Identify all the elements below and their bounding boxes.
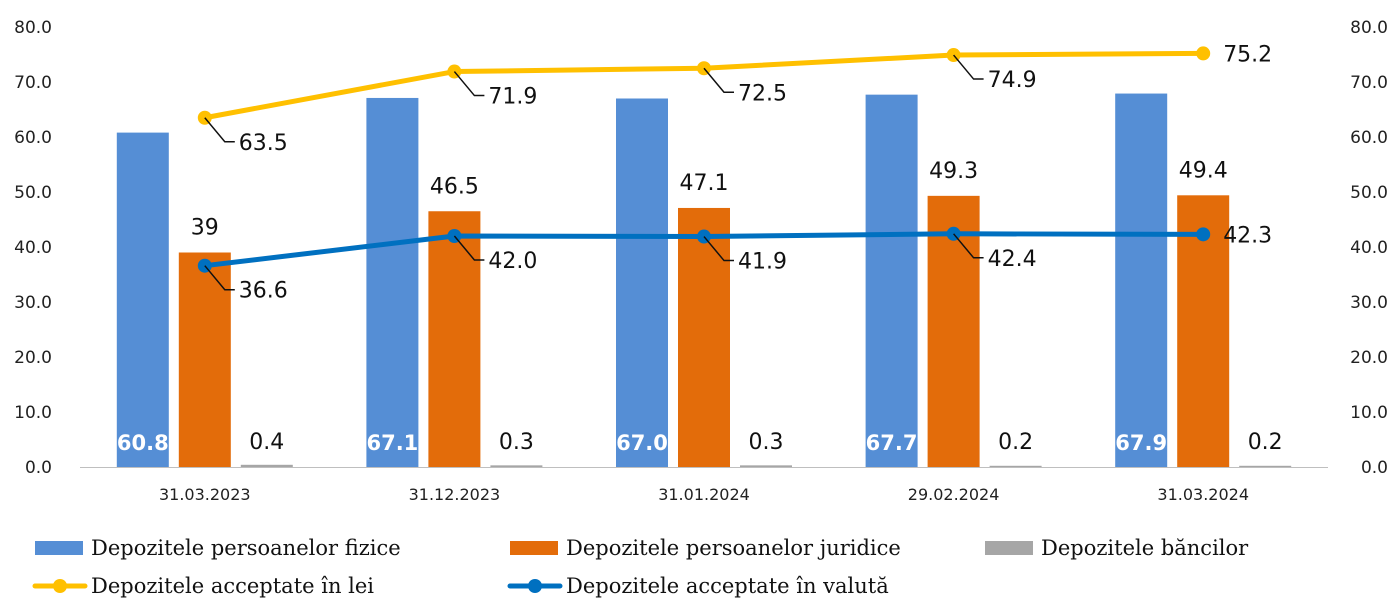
y-tick-label: 70.0 — [14, 73, 52, 93]
y-tick-label: 20.0 — [14, 348, 52, 368]
line-data-label: 72.5 — [738, 81, 787, 106]
bar — [865, 94, 918, 468]
leader-line — [953, 233, 984, 259]
y2-tick-label: 80.0 — [1350, 18, 1388, 38]
legend-label: Depozitele persoanelor fizice — [91, 536, 401, 560]
leader-line — [204, 265, 235, 291]
bar — [1239, 465, 1292, 467]
bars — [116, 93, 1292, 468]
bar-data-label: 0.4 — [249, 430, 284, 455]
bar-data-label: 67.9 — [1115, 431, 1167, 455]
y-tick-label: 40.0 — [14, 238, 52, 258]
legend-label: Depozitele acceptate în valută — [566, 574, 889, 598]
bar-data-label: 46.5 — [430, 174, 479, 199]
bar-data-label: 60.8 — [117, 431, 169, 455]
bar — [616, 98, 668, 467]
line-data-label: 42.3 — [1223, 223, 1272, 248]
legend-swatch — [35, 541, 83, 555]
data-labels: 60.8 67.1 67.0 67.7 67.9 39 46.5 47.1 49.3 49.4 0.… — [117, 42, 1283, 455]
bar-data-label: 0.2 — [998, 430, 1033, 455]
y-tick-label: 10.0 — [14, 403, 52, 423]
line-data-label: 42.0 — [488, 249, 537, 274]
line-data-label: 71.9 — [488, 85, 537, 110]
bar-data-label: 0.2 — [1248, 430, 1283, 455]
y2-tick-label: 30.0 — [1350, 293, 1388, 313]
axes: 0.0 10.0 20.0 30.0 40.0 50.0 60.0 70.0 80.0 0.0 10… — [14, 18, 1388, 504]
bar-data-label: 49.4 — [1179, 158, 1228, 183]
leader-line — [453, 71, 485, 97]
leader-line — [453, 235, 485, 261]
bar — [989, 465, 1042, 467]
y-tick-label: 50.0 — [14, 183, 52, 203]
bar — [116, 132, 169, 467]
line-data-label: 74.9 — [988, 68, 1037, 93]
x-tick-label: 31.01.2024 — [658, 485, 750, 504]
lines — [197, 46, 1211, 273]
leader-line — [703, 67, 734, 93]
bar — [178, 252, 231, 467]
line-data-label: 36.6 — [239, 279, 288, 304]
line-point — [1196, 46, 1211, 61]
bar-data-label: 0.3 — [749, 430, 784, 455]
y2-tick-label: 40.0 — [1350, 238, 1388, 258]
line-point — [1196, 227, 1211, 242]
bar-data-label: 67.7 — [866, 431, 918, 455]
bar — [428, 211, 481, 467]
y2-tick-label: 60.0 — [1350, 128, 1388, 148]
leader-line — [703, 236, 734, 262]
line-data-label: 63.5 — [239, 131, 288, 156]
bar — [240, 464, 293, 467]
legend-marker — [528, 579, 542, 593]
y-tick-label: 60.0 — [14, 128, 52, 148]
x-tick-label: 31.12.2023 — [409, 485, 501, 504]
bar-data-label: 0.3 — [499, 430, 534, 455]
bar-data-label: 67.0 — [616, 431, 668, 455]
bar-data-label: 47.1 — [680, 171, 729, 196]
legend-swatch — [510, 541, 558, 555]
line-data-label: 75.2 — [1223, 42, 1272, 67]
legend-marker — [53, 579, 67, 593]
y2-tick-label: 20.0 — [1350, 348, 1388, 368]
y2-tick-label: 10.0 — [1350, 403, 1388, 423]
y-tick-label: 0.0 — [25, 458, 52, 478]
bar — [1115, 93, 1168, 468]
y2-tick-label: 50.0 — [1350, 183, 1388, 203]
legend-label: Depozitele acceptate în lei — [91, 574, 374, 598]
leader-line — [953, 54, 984, 80]
bar-data-label: 49.3 — [929, 159, 978, 184]
legend: Depozitele persoanelor fizice Depozitele … — [32, 536, 1249, 598]
leader-line — [204, 117, 235, 143]
legend-swatch — [985, 541, 1033, 555]
legend-label: Depozitele băncilor — [1041, 536, 1249, 560]
y2-tick-label: 70.0 — [1350, 73, 1388, 93]
legend-label: Depozitele persoanelor juridice — [566, 536, 901, 560]
bar-data-label: 39 — [191, 216, 219, 241]
x-tick-label: 31.03.2024 — [1157, 485, 1249, 504]
y-tick-label: 80.0 — [14, 18, 52, 38]
y-tick-label: 30.0 — [14, 293, 52, 313]
x-tick-label: 29.02.2024 — [908, 485, 1000, 504]
bar — [678, 207, 730, 467]
bar — [366, 97, 419, 467]
line-data-label: 42.4 — [988, 247, 1037, 272]
bar — [927, 195, 980, 467]
bar-data-label: 67.1 — [366, 431, 418, 455]
line-data-label: 41.9 — [738, 250, 787, 275]
bar — [740, 465, 792, 467]
bar — [490, 465, 543, 467]
y2-tick-label: 0.0 — [1361, 458, 1388, 478]
x-tick-label: 31.03.2023 — [159, 485, 251, 504]
